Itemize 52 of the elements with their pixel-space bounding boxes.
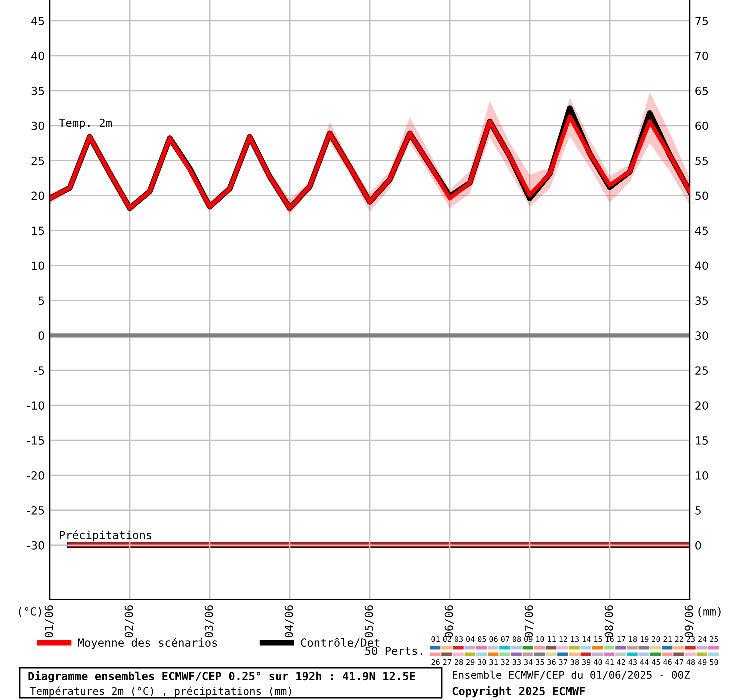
text: 50 Perts.: [366, 646, 422, 656]
y-tick-label: 35: [32, 86, 44, 96]
text: Ensemble ECMWF/CEP du 01/06/2025 - 00Z: [453, 670, 690, 680]
y2-tick-label: 75: [696, 17, 708, 26]
y2-tick-label: 35: [696, 296, 708, 306]
y-tick-label: 25: [32, 156, 44, 166]
y2-tick-label: 45: [695, 226, 708, 236]
y2-tick-label: 70: [696, 52, 708, 60]
annotation: Précipitations: [60, 530, 152, 542]
y2-tick-label: 30: [696, 332, 708, 340]
y2-tick-label: 20: [696, 402, 708, 410]
x-tick-label: 08/06: [604, 606, 614, 638]
x-tick-label: 04/06: [284, 606, 294, 638]
x-tick-label: 03/06: [204, 606, 214, 638]
x-tick-label: 07/06: [524, 606, 534, 638]
y-tick-label: -15: [28, 436, 44, 445]
y-tick-label: 5: [38, 296, 44, 306]
x-tick-label: 09/06: [684, 606, 694, 638]
text: Températures 2m (°C) , précipitations (mm): [30, 686, 292, 698]
y-tick-label: 20: [32, 192, 44, 200]
y2-tick-label: 15: [696, 436, 708, 445]
y-tick-label: 10: [32, 262, 44, 270]
y-tick-label: 15: [32, 226, 44, 236]
y-tick-label: 0: [38, 332, 44, 340]
x-tick-label: 06/06: [444, 606, 454, 638]
y2-tick-label: 60: [696, 122, 708, 130]
y-tick-label: 45: [32, 17, 44, 26]
text: Copyright 2025 ECMWF: [452, 686, 586, 698]
y-tick-label: 40: [32, 52, 44, 60]
y2-axis-title: (mm): [698, 607, 721, 618]
y2-tick-label: 0: [696, 541, 702, 550]
legend-label: Moyenne des scénarios: [78, 638, 218, 650]
y2-tick-label: 10: [696, 472, 708, 480]
y-tick-label: -10: [28, 402, 44, 410]
y2-tick-label: 50: [696, 192, 708, 200]
y-tick-label: -20: [28, 472, 44, 480]
y-axis-title: (°C): [19, 607, 42, 618]
y2-tick-label: 40: [695, 262, 708, 270]
annotation: Temp. 2m: [59, 118, 112, 130]
x-tick-label: 05/06: [364, 606, 374, 638]
y-tick-label: -30: [28, 541, 44, 550]
text: Diagramme ensembles ECMWF/CEP 0.25° sur 192h : 41.9N 12.5E: [28, 671, 416, 683]
y2-tick-label: 65: [696, 86, 708, 96]
x-tick-label: 01/06: [44, 606, 54, 638]
y2-tick-label: 25: [696, 366, 708, 376]
legend-label: Contrôle/Det: [301, 638, 380, 648]
x-tick-label: 02/06: [124, 606, 134, 638]
y-tick-label: 30: [32, 122, 44, 130]
y2-tick-label: 55: [696, 156, 708, 166]
y-tick-label: -25: [28, 506, 44, 515]
y-tick-label: -5: [34, 366, 44, 376]
y2-tick-label: 5: [696, 506, 701, 515]
